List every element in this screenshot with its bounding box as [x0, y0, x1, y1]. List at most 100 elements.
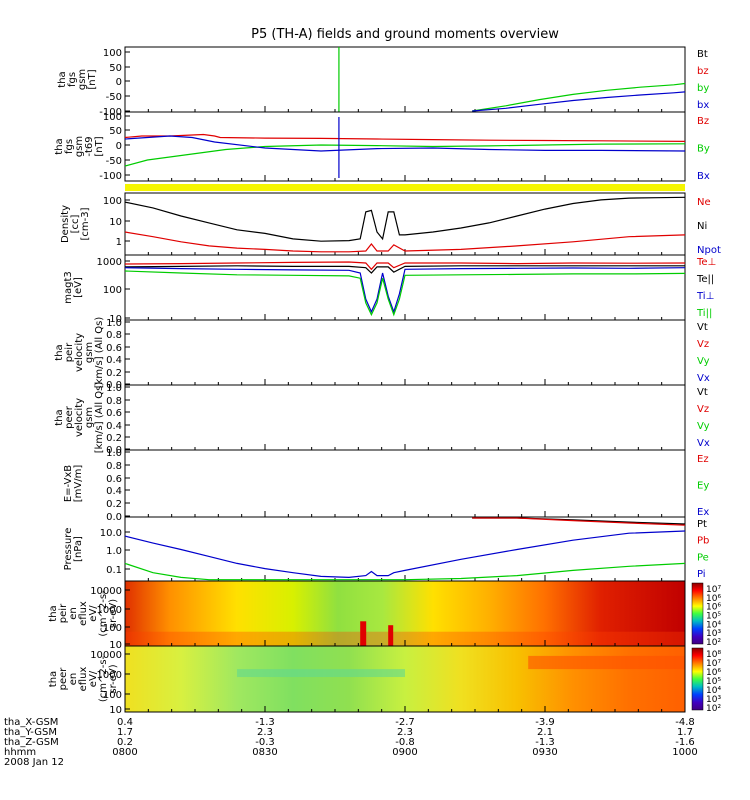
panel-2-ytick-label-4: -100	[99, 171, 122, 182]
panel-9-ylabel-3: eflux	[78, 601, 89, 626]
xaxis-row-1-value-3: 2.1	[537, 727, 553, 738]
panel-3-series-Ne	[124, 196, 686, 242]
panel-10-hot-band	[528, 655, 685, 670]
panel-3-ylabel-0: Density	[60, 205, 71, 243]
panel-9-ylabel-2: en	[68, 607, 79, 620]
panel-10-colorbar-label-5: 10³	[706, 695, 721, 705]
panel-4-legend-2: Ti⊥	[696, 291, 714, 302]
panel-5-frame	[124, 319, 686, 386]
panel-1-ylabel-2: gsm	[77, 69, 88, 90]
panel-9-ylabel-0: tha	[48, 605, 59, 621]
panel-5-ylabel-4: [km/s] (All Qs)	[94, 317, 105, 389]
panel-8-legend-3: Pi	[697, 569, 706, 580]
panel-10-ytick-label-2: 100	[103, 690, 122, 701]
xaxis-row-label-3: hhmm	[4, 747, 36, 758]
panel-4-legend-1: Te||	[696, 274, 714, 285]
panel-7-ylabel-1: [mV/m]	[73, 465, 84, 503]
panel-8-series-Pi	[124, 530, 686, 579]
panel-1-legend-3: bx	[697, 100, 709, 111]
panel-5-ytick-label-5: 0.0	[106, 380, 122, 391]
panel-9-colorbar-label-6: 10²	[706, 638, 721, 648]
panel-4-ytick-label-1: 100	[103, 285, 122, 296]
panel-9-ylabel-4: eV/	[88, 605, 99, 622]
panel-10-ylabel-2: en	[68, 673, 79, 686]
panel-10-colorbar-label-4: 10⁴	[706, 686, 721, 696]
panel-9-burst-2	[388, 625, 394, 646]
panel-8-legend-2: Pe	[697, 552, 709, 563]
xaxis-row-1-value-2: 2.3	[397, 727, 413, 738]
panel-9-colorbar-label-5: 10³	[706, 629, 721, 639]
panel-8-series-Pb	[472, 517, 686, 526]
panel-7-frame	[124, 449, 686, 518]
xaxis-row-2-value-0: 0.2	[117, 737, 133, 748]
panel-1-frame	[124, 46, 686, 113]
panel-6-ytick-label-2: 0.6	[106, 408, 122, 419]
panel-3-ylabel-2: [cm-3]	[80, 207, 91, 240]
xaxis-row-3-value-0: 0800	[112, 747, 137, 758]
panel-6-ytick-label-4: 0.2	[106, 433, 122, 444]
panel-2-ytick-label-2: 0	[116, 141, 122, 152]
xaxis-date: 2008 Jan 12	[4, 757, 64, 768]
panel-5-ylabel-0: tha	[54, 344, 65, 360]
panel-6-ylabel-3: gsm	[84, 407, 95, 428]
panel-5-ylabel-1: peir	[64, 342, 75, 362]
panel-6-frame	[124, 384, 686, 451]
figure-title: P5 (TH-A) fields and ground moments over…	[251, 27, 559, 42]
panel-8-ytick-label-2: 0.1	[106, 565, 122, 576]
panel-9-burst-1	[360, 621, 367, 646]
panel-10-ylabel-5: (cm^2-s-	[98, 655, 109, 702]
panel-2-legend-0: Bz	[697, 116, 709, 127]
panel-2-ylabel-2: gsm	[74, 136, 85, 157]
panel-6-ylabel-2: velocity	[74, 398, 85, 437]
panel-10-colorbar-label-0: 10⁸	[706, 650, 721, 660]
panel-2-series-Bz	[124, 133, 686, 142]
panel-7-ytick-label-0: 1.0	[106, 448, 122, 459]
panel-7-ytick-label-4: 0.2	[106, 499, 122, 510]
panel-1-ytick-label-0: 100	[103, 48, 122, 59]
panel-2-ylabel-4: [nT]	[94, 136, 105, 156]
panel-7-ytick-label-1: 0.8	[106, 461, 122, 472]
panel-5-ytick-label-4: 0.2	[106, 368, 122, 379]
panel-9-ylabel-1: peir	[58, 603, 69, 623]
panel-9-colorbar-label-2: 10⁶	[706, 603, 721, 613]
panel-1-series-bx	[472, 91, 686, 112]
panel-10-band	[237, 669, 405, 678]
panel-9-ylabel-6: sr-eV)	[108, 599, 119, 628]
panel-5-ylabel-2: velocity	[74, 333, 85, 372]
panel-10-colorbar	[691, 647, 704, 711]
xaxis-row-0-value-1: -1.3	[255, 717, 275, 728]
panel-3-legend-1: Ni	[697, 221, 707, 232]
panel-8-ytick-label-1: 1.0	[106, 546, 122, 557]
panel-10-colorbar-label-2: 10⁶	[706, 668, 721, 678]
panel-9-ytick-label-2: 100	[103, 623, 122, 634]
panel-5-legend-2: Vy	[697, 356, 710, 367]
panel-8-series-Pe	[124, 562, 686, 581]
xaxis-row-3-value-2: 0900	[392, 747, 417, 758]
panel-9-spectrogram	[125, 581, 685, 646]
panel-4-ytick-label-2: 10	[109, 314, 122, 325]
panel-1-ylabel-0: tha	[57, 71, 68, 87]
panel-10-ylabel-4: eV/	[88, 670, 99, 687]
panel-3-series-Ni	[124, 231, 686, 253]
panel-3-ylabel-1: [cc]	[70, 215, 81, 234]
panel-1-ytick-label-3: -50	[106, 92, 122, 103]
xaxis-row-0-value-2: -2.7	[395, 717, 415, 728]
panel-2-ylabel-0: tha	[54, 138, 65, 154]
xaxis-row-1-value-4: 1.7	[677, 727, 693, 738]
panel-5-ytick-label-0: 1.0	[106, 318, 122, 329]
xaxis-row-label-1: tha_Y-GSM	[4, 727, 57, 738]
panel-8-legend-1: Pb	[697, 536, 709, 547]
panel-3-ytick-label-0: 100	[103, 196, 122, 207]
panel-4-series-Te⊥	[124, 261, 686, 271]
panel-1-ytick-label-2: 0	[116, 77, 122, 88]
panel-5-ytick-label-1: 0.8	[106, 330, 122, 341]
panel-4-ylabel-0: magt3	[63, 271, 74, 304]
panel-9-ytick-label-3: 10	[109, 640, 122, 651]
panel-9-colorbar-label-1: 10⁶	[706, 594, 721, 604]
panel-7-ytick-label-2: 0.6	[106, 474, 122, 485]
panel-8-frame	[124, 516, 686, 582]
panel-2-ytick-label-3: -50	[106, 156, 122, 167]
panel-3-legend-0: Ne	[697, 197, 711, 208]
panel-10-ytick-label-1: 1000	[97, 670, 122, 681]
xaxis-row-label-2: tha_Z-GSM	[4, 737, 59, 748]
